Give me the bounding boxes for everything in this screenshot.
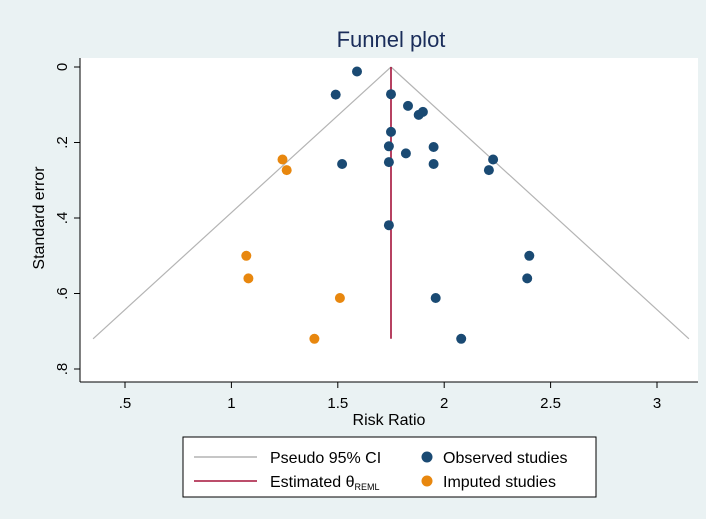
observed-study-point bbox=[386, 126, 396, 137]
observed-study-point bbox=[352, 66, 362, 77]
legend-imputed-swatch bbox=[421, 475, 433, 487]
chart-marks bbox=[92, 66, 690, 344]
axes: .5 1 1.5 2 2.5 3 0 .2 .4 .6 .8 bbox=[54, 63, 661, 412]
legend-observed-swatch bbox=[421, 451, 433, 463]
y-tick-label: 0 bbox=[54, 63, 71, 71]
legend-box bbox=[182, 436, 597, 498]
observed-study-point bbox=[403, 100, 413, 111]
imputed-study-point bbox=[309, 333, 320, 344]
observed-study-point bbox=[483, 165, 494, 176]
y-axis-label: Standard error bbox=[31, 166, 48, 270]
legend-estimate-subscript: REML bbox=[354, 482, 379, 492]
x-tick-label: 2.5 bbox=[540, 395, 561, 412]
observed-study-point bbox=[430, 293, 441, 303]
legend-estimate-label: Estimated θREML bbox=[270, 474, 380, 492]
observed-study-point bbox=[337, 159, 348, 169]
imputed-study-point bbox=[277, 154, 288, 165]
observed-study-point bbox=[383, 141, 394, 152]
observed-study-point bbox=[428, 142, 439, 152]
y-tick-label: .2 bbox=[54, 136, 71, 149]
legend-estimate-text: Estimated θ bbox=[270, 474, 355, 491]
x-tick-label: 1 bbox=[227, 395, 235, 412]
y-tick-label: .4 bbox=[54, 212, 71, 225]
legend-observed-label: Observed studies bbox=[443, 450, 568, 467]
imputed-study-point bbox=[241, 250, 252, 261]
legend: Pseudo 95% CI Observed studies Estimated… bbox=[182, 436, 597, 498]
x-tick-label: 1.5 bbox=[327, 395, 348, 412]
x-tick-label: .5 bbox=[119, 395, 132, 412]
observed-study-point bbox=[386, 89, 396, 100]
observed-study-point bbox=[413, 109, 424, 120]
observed-study-point bbox=[400, 148, 411, 159]
observed-study-point bbox=[488, 154, 499, 165]
observed-study-point bbox=[522, 273, 533, 284]
observed-study-point bbox=[456, 333, 467, 344]
y-tick-label: .6 bbox=[54, 287, 71, 300]
x-axis-label: Risk Ratio bbox=[353, 412, 426, 429]
funnel-right-line bbox=[390, 66, 690, 340]
observed-study-point bbox=[428, 159, 439, 169]
observed-study-point bbox=[383, 157, 394, 168]
legend-pseudo-ci-label: Pseudo 95% CI bbox=[270, 450, 381, 467]
legend-imputed-label: Imputed studies bbox=[443, 474, 556, 491]
observed-study-point bbox=[524, 250, 535, 261]
imputed-study-point bbox=[334, 293, 345, 303]
x-tick-label: 3 bbox=[653, 395, 661, 412]
imputed-study-point bbox=[281, 165, 292, 176]
observed-study-point bbox=[330, 89, 341, 100]
chart-title: Funnel plot bbox=[337, 27, 446, 52]
observed-study-point bbox=[383, 220, 394, 231]
x-tick-label: 2 bbox=[440, 395, 448, 412]
y-tick-label: .8 bbox=[54, 363, 71, 376]
imputed-study-point bbox=[243, 273, 254, 284]
funnel-left-line bbox=[92, 66, 392, 340]
plot-area bbox=[80, 58, 698, 382]
